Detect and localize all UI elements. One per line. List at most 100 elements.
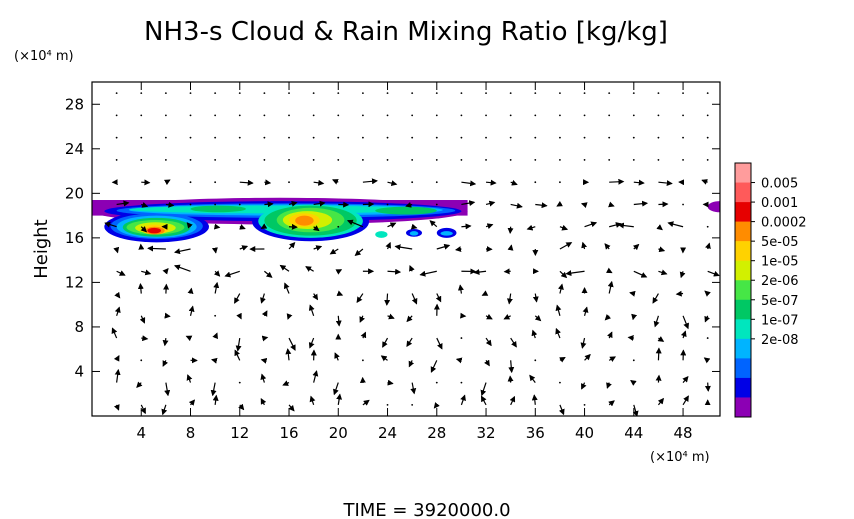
wind-vector <box>631 313 638 321</box>
wind-vector <box>288 159 290 161</box>
wind-vector <box>116 270 126 276</box>
wind-vector <box>705 242 711 250</box>
wind-vector <box>408 360 415 368</box>
wind-vector <box>457 284 464 294</box>
wind-vector <box>362 159 364 161</box>
wind-vector <box>435 136 438 139</box>
wind-vector <box>236 312 242 320</box>
wind-vector <box>164 312 171 319</box>
wind-vector <box>140 92 143 95</box>
wind-vector <box>114 306 121 316</box>
cloud-region-0.001 <box>295 215 314 226</box>
wind-vector <box>485 223 494 230</box>
colorbar: 0.005 0.001 0.0002 5e-05 1e-05 2e-06 5e-07 1e-0… <box>734 162 807 418</box>
wind-vector <box>308 337 315 349</box>
colorbar-swatch <box>735 319 751 340</box>
wind-vector <box>141 202 149 208</box>
wind-vector <box>682 203 684 206</box>
colorbar-label: 1e-05 <box>761 255 799 270</box>
wind-vector <box>164 92 167 95</box>
wind-vector <box>288 92 290 95</box>
wind-vector <box>189 203 192 206</box>
wind-vector <box>263 136 266 139</box>
wind-vector <box>657 114 660 117</box>
wind-vector <box>115 159 118 161</box>
wind-vector <box>336 393 343 405</box>
wind-vector <box>632 159 635 161</box>
wind-vector <box>288 404 295 412</box>
wind-vector <box>582 306 589 316</box>
wind-vector <box>411 92 414 95</box>
wind-vector <box>238 114 241 117</box>
wind-vector <box>384 293 391 306</box>
wind-vector <box>653 315 660 328</box>
wind-vector <box>113 404 120 411</box>
wind-vector <box>264 179 272 186</box>
wind-vector <box>680 330 687 339</box>
wind-vector <box>354 248 364 256</box>
wind-vector <box>114 368 121 383</box>
wind-vector <box>584 353 591 361</box>
wind-vector <box>460 114 463 117</box>
wind-vector <box>559 224 569 231</box>
wind-vector <box>308 304 315 316</box>
wind-vector <box>682 136 684 139</box>
wind-vector <box>188 399 196 406</box>
wind-vector <box>609 178 625 185</box>
wind-vector <box>335 315 342 327</box>
wind-vector <box>212 394 219 405</box>
wind-vector <box>534 181 537 184</box>
y-tick-label: 24 <box>65 140 84 158</box>
wind-vector <box>312 159 315 161</box>
wind-vector <box>652 293 659 304</box>
wind-vector <box>313 179 325 186</box>
wind-vector <box>385 241 391 250</box>
wind-vector <box>559 404 565 416</box>
wind-vector <box>559 181 561 184</box>
wind-vector <box>411 136 414 139</box>
plot-frame <box>91 81 721 417</box>
wind-vector <box>405 201 413 208</box>
wind-vector <box>706 225 709 228</box>
wind-vector <box>704 382 711 392</box>
wind-vector <box>288 136 290 139</box>
colorbar-swatch <box>735 358 751 379</box>
wind-vector <box>147 245 166 252</box>
y-axis-label: Height <box>31 219 52 279</box>
wind-vector <box>189 114 192 117</box>
wind-vector <box>111 327 118 339</box>
wind-vector <box>581 382 587 390</box>
wind-vector <box>460 381 463 384</box>
wind-vector <box>214 203 217 206</box>
wind-vector <box>510 337 517 348</box>
wind-vector <box>657 136 660 139</box>
wind-vector <box>534 359 537 362</box>
wind-vector <box>387 313 395 320</box>
wind-vector <box>435 114 438 117</box>
wind-vector <box>260 223 268 229</box>
wind-vector <box>655 374 662 383</box>
wind-vector <box>580 337 587 349</box>
x-tick-label: 44 <box>624 424 643 442</box>
wind-vector <box>460 337 463 339</box>
wind-vector <box>239 245 249 251</box>
wind-vector <box>608 114 611 117</box>
wind-vector <box>535 202 548 209</box>
wind-vector <box>703 357 711 364</box>
cloud-region-5e-05 <box>375 206 437 215</box>
wind-vector <box>387 268 402 275</box>
wind-vector <box>607 331 613 339</box>
wind-vector <box>510 202 523 209</box>
wind-vector <box>485 313 493 320</box>
wind-vector <box>335 269 343 275</box>
wind-vector <box>682 375 689 383</box>
wind-vector <box>534 136 537 139</box>
wind-vector <box>161 404 168 416</box>
wind-vector <box>531 329 538 339</box>
wind-vector <box>312 114 315 117</box>
wind-vector <box>305 266 314 272</box>
colorbar-swatch <box>735 260 751 281</box>
wind-vector <box>337 225 340 228</box>
wind-vector <box>608 201 615 208</box>
wind-vector <box>701 179 708 185</box>
